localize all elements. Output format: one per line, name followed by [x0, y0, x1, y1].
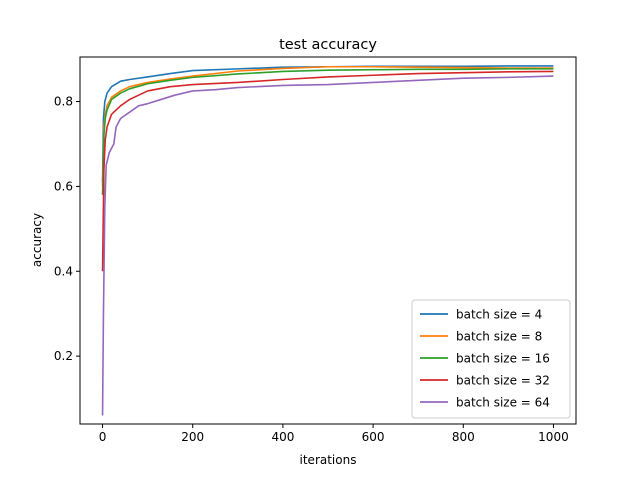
series-line-2: [101, 65, 554, 187]
series-line-3: [101, 68, 554, 195]
legend-box: [411, 299, 571, 419]
series-layer: [101, 65, 554, 416]
legend-label-2: batch size = 8: [456, 330, 542, 344]
y-tick-label: 0.8: [54, 95, 73, 109]
legend-label-3: batch size = 16: [456, 352, 550, 366]
y-tick-label: 0.6: [54, 179, 73, 193]
x-tick-label: 1000: [538, 430, 569, 444]
y-tick-label: 0.2: [54, 349, 73, 363]
x-axis-label: iterations: [300, 453, 357, 467]
series-line-4: [101, 70, 554, 272]
series-line-5: [101, 75, 554, 416]
legend-label-4: batch size = 32: [456, 374, 550, 388]
y-tick-label: 0.4: [54, 264, 73, 278]
y-axis-label: accuracy: [30, 213, 44, 267]
x-tick-label: 200: [181, 430, 204, 444]
series-line-1: [101, 65, 554, 183]
x-tick-label: 0: [99, 430, 107, 444]
x-tick-label: 800: [452, 430, 475, 444]
legend-label-5: batch size = 64: [456, 396, 550, 410]
legend: batch size = 4 batch size = 8 batch size =…: [411, 299, 571, 419]
x-tick-label: 400: [271, 430, 294, 444]
x-tick-label: 600: [362, 430, 385, 444]
chart-title: test accuracy: [279, 37, 377, 53]
axes-layer: 0 200 400 600 800 1000 0.2 0.4 0.6 0.8: [54, 95, 569, 444]
plot-frame: [79, 56, 577, 425]
legend-label-1: batch size = 4: [456, 308, 542, 322]
